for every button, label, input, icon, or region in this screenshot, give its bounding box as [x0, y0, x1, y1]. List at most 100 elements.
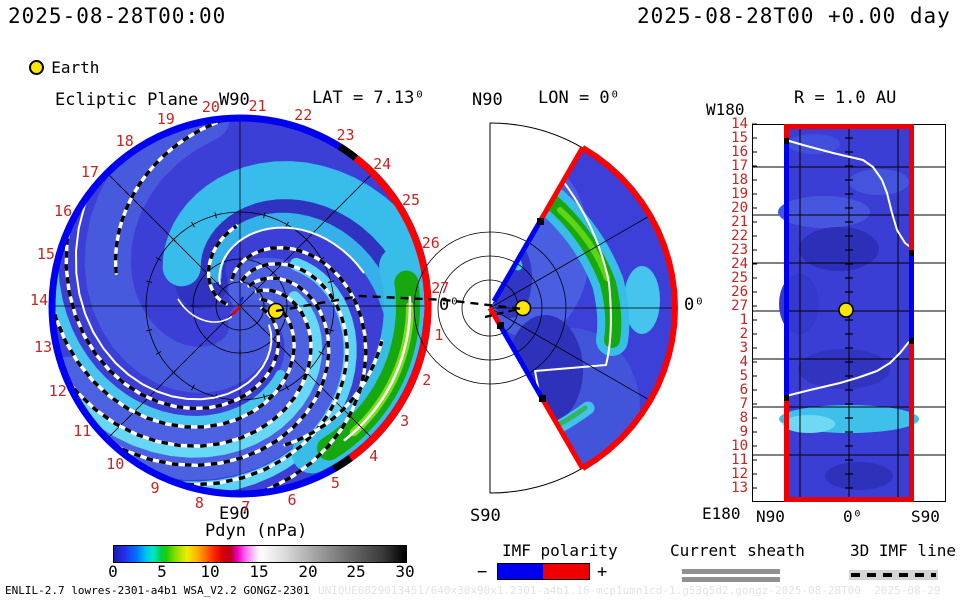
radial-day-label-21: 21: [731, 214, 748, 230]
colorbar-tick-30: 30: [395, 562, 415, 581]
pdyn-colorbar: [113, 545, 407, 563]
radial-day-label-23: 23: [731, 242, 748, 258]
radial-day-label-20: 20: [731, 200, 748, 216]
earth-marker-icon: [29, 60, 45, 75]
ecliptic-top-axis-label: W90: [219, 90, 250, 110]
meridional-north-label: N90: [472, 90, 503, 110]
ecliptic-day-label-20: 20: [201, 98, 220, 117]
radial-plot-canvas: [752, 123, 946, 502]
ecliptic-panel-title: Ecliptic Plane: [55, 90, 199, 110]
ecliptic-day-label-13: 13: [34, 337, 53, 356]
ecliptic-day-label-24: 24: [373, 154, 392, 173]
ecliptic-day-label-15: 15: [36, 244, 55, 263]
radial-day-label-4: 4: [739, 354, 748, 370]
radial-panel-title: R = 1.0 AU: [794, 88, 897, 108]
radial-xaxis-n90: N90: [756, 507, 785, 526]
ecliptic-day-label-16: 16: [54, 201, 73, 220]
radial-xaxis-zero: 0⁰: [843, 507, 863, 526]
radial-day-label-22: 22: [731, 228, 748, 244]
ecliptic-day-label-4: 4: [369, 447, 379, 466]
ecliptic-day-label-19: 19: [156, 110, 175, 129]
meridional-plot-canvas: [413, 122, 678, 494]
timestamp-current: 2025-08-28T00:00: [8, 4, 227, 28]
imf-minus-sign: −: [477, 562, 488, 582]
ecliptic-day-label-27: 27: [431, 279, 450, 298]
radial-day-label-15: 15: [731, 130, 748, 146]
timestamp-forecast-offset: 2025-08-28T00 +0.00 day: [637, 4, 951, 28]
radial-day-label-12: 12: [731, 466, 748, 482]
earth-legend-label: Earth: [51, 58, 100, 77]
ecliptic-day-label-14: 14: [30, 291, 49, 310]
radial-day-label-25: 25: [731, 270, 748, 286]
ecliptic-day-label-9: 9: [150, 479, 160, 498]
ecliptic-day-label-3: 3: [400, 412, 410, 431]
imf-line-legend-title: 3D IMF line: [850, 541, 956, 560]
ecliptic-day-label-10: 10: [106, 454, 125, 473]
colorbar-tick-5: 5: [157, 562, 167, 581]
ecliptic-day-label-21: 21: [248, 96, 267, 115]
colorbar-tick-20: 20: [298, 562, 318, 581]
radial-day-label-17: 17: [731, 158, 748, 174]
imf-line-connector-canvas: [275, 294, 524, 313]
ecliptic-day-label-7: 7: [241, 497, 251, 516]
meridional-south-label: S90: [470, 506, 501, 526]
radial-day-label-2: 2: [739, 326, 748, 342]
ecliptic-day-label-17: 17: [80, 163, 99, 182]
imf-line-swatch-dashes: [851, 573, 936, 577]
ecliptic-day-label-12: 12: [48, 381, 67, 400]
model-version-text: ENLIL-2.7 lowres-2301-a4b1 WSA_V2.2 GONG…: [5, 584, 310, 597]
radial-day-label-9: 9: [739, 424, 748, 440]
earth-legend: Earth: [10, 38, 99, 77]
radial-xaxis-s90: S90: [911, 507, 940, 526]
imf-polarity-legend-title: IMF polarity: [502, 541, 618, 560]
radial-day-label-24: 24: [731, 256, 748, 272]
imf-positive-swatch: [543, 564, 589, 579]
radial-day-label-16: 16: [731, 144, 748, 160]
current-sheath-legend-title: Current sheath: [670, 541, 805, 560]
ecliptic-lat-label: LAT = 7.13⁰: [312, 88, 425, 108]
radial-day-label-7: 7: [739, 396, 748, 412]
ecliptic-day-label-18: 18: [115, 132, 134, 151]
ecliptic-plot-canvas: [48, 114, 432, 498]
run-id-watermark: UNIQUE0829013451/640x30x90x1.2301-a4b1.1…: [318, 584, 941, 597]
ecliptic-day-label-22: 22: [294, 106, 313, 125]
ecliptic-day-label-23: 23: [336, 125, 355, 144]
colorbar-tick-0: 0: [108, 562, 118, 581]
ecliptic-day-label-25: 25: [402, 191, 421, 210]
radial-day-label-13: 13: [731, 480, 748, 496]
ecliptic-day-label-11: 11: [73, 421, 92, 440]
radial-day-label-8: 8: [739, 410, 748, 426]
ecliptic-bottom-axis-label: E90: [219, 504, 250, 524]
ecliptic-day-label-6: 6: [287, 491, 297, 510]
imf-polarity-swatch: [497, 563, 590, 580]
ecliptic-day-label-26: 26: [421, 233, 440, 252]
radial-day-label-6: 6: [739, 382, 748, 398]
meridional-zero-label: 0⁰: [684, 295, 705, 315]
radial-day-label-11: 11: [731, 452, 748, 468]
radial-day-label-1: 1: [739, 312, 748, 328]
ecliptic-day-label-1: 1: [434, 326, 444, 345]
radial-day-label-5: 5: [739, 368, 748, 384]
radial-day-label-3: 3: [739, 340, 748, 356]
ecliptic-day-label-8: 8: [194, 493, 204, 512]
colorbar-tick-15: 15: [249, 562, 269, 581]
radial-day-label-18: 18: [731, 172, 748, 188]
ecliptic-day-label-5: 5: [330, 473, 340, 492]
imf-plus-sign: +: [597, 562, 608, 582]
imf-negative-swatch: [498, 564, 543, 579]
radial-day-label-19: 19: [731, 186, 748, 202]
meridional-lon-label: LON = 0⁰: [538, 88, 620, 108]
radial-day-label-10: 10: [731, 438, 748, 454]
radial-day-label-14: 14: [731, 116, 748, 132]
colorbar-title: Pdyn (nPa): [205, 521, 308, 541]
current-sheath-swatch-top: [682, 569, 780, 574]
radial-day-label-27: 27: [731, 298, 748, 314]
colorbar-tick-10: 10: [200, 562, 220, 581]
current-sheath-swatch-bottom: [682, 577, 780, 582]
radial-day-label-26: 26: [731, 284, 748, 300]
ecliptic-day-label-2: 2: [422, 371, 432, 390]
radial-bottom-left-label: E180: [702, 504, 741, 523]
colorbar-tick-25: 25: [346, 562, 366, 581]
radial-top-left-label: W180: [706, 100, 745, 119]
